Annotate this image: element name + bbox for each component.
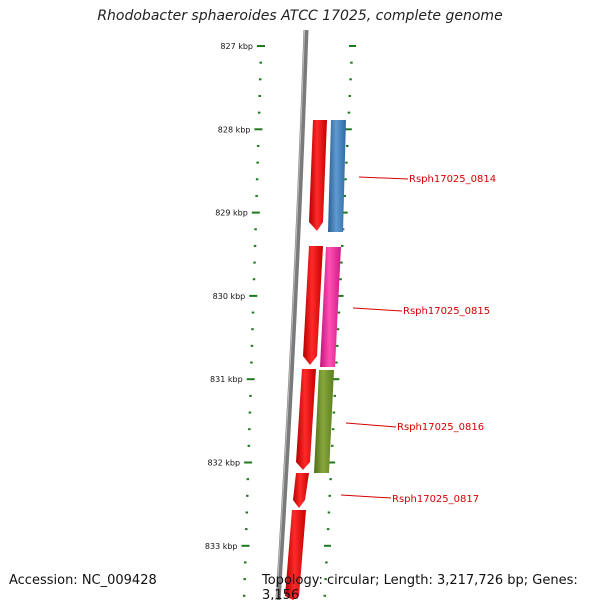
- gene-label-rsph17025-0815[interactable]: Rsph17025_0815: [403, 306, 490, 317]
- tick-label: 833 kbp: [205, 542, 238, 551]
- callout-line: [352, 307, 403, 312]
- accession-text: Accession: NC_009428: [9, 573, 157, 588]
- gene-label-rsph17025-0817[interactable]: Rsph17025_0817: [392, 494, 479, 505]
- gene-label-rsph17025-0814[interactable]: Rsph17025_0814: [409, 174, 496, 185]
- feature-block-rsph17025-0816[interactable]: [314, 370, 334, 473]
- tick-label: 827 kbp: [220, 42, 253, 51]
- tick-label: 830 kbp: [213, 292, 246, 301]
- gene-label-rsph17025-0816[interactable]: Rsph17025_0816: [397, 422, 484, 433]
- genome-summary-text: Topology: circular; Length: 3,217,726 bp…: [262, 573, 578, 600]
- feature-block-rsph17025-0814[interactable]: [328, 120, 346, 232]
- callout-line: [358, 176, 409, 180]
- forward-gene-block[interactable]: [309, 120, 327, 231]
- feature-blocks: [314, 120, 346, 473]
- tick-label: 832 kbp: [207, 459, 240, 468]
- map-title: Rhodobacter sphaeroides ATCC 17025, comp…: [97, 8, 503, 24]
- forward-gene-block[interactable]: [303, 246, 323, 365]
- genome-backbone: [275, 29, 309, 600]
- forward-strand-features: [285, 120, 327, 600]
- tick-label: 829 kbp: [215, 209, 248, 218]
- callout-line: [345, 422, 397, 428]
- tick-label: 828 kbp: [218, 125, 251, 134]
- forward-gene-block[interactable]: [293, 473, 309, 508]
- callout-line: [340, 494, 392, 499]
- forward-gene-block[interactable]: [296, 369, 316, 470]
- genome-backbone-highlight: [276, 29, 305, 600]
- scale-tick-labels: 827 kbp 828 kbp 829 kbp 830 kbp 831 kbp 832 k…: [205, 42, 253, 551]
- tick-label: 831 kbp: [210, 375, 243, 384]
- forward-gene-block[interactable]: [285, 510, 306, 600]
- feature-block-rsph17025-0815[interactable]: [320, 247, 341, 367]
